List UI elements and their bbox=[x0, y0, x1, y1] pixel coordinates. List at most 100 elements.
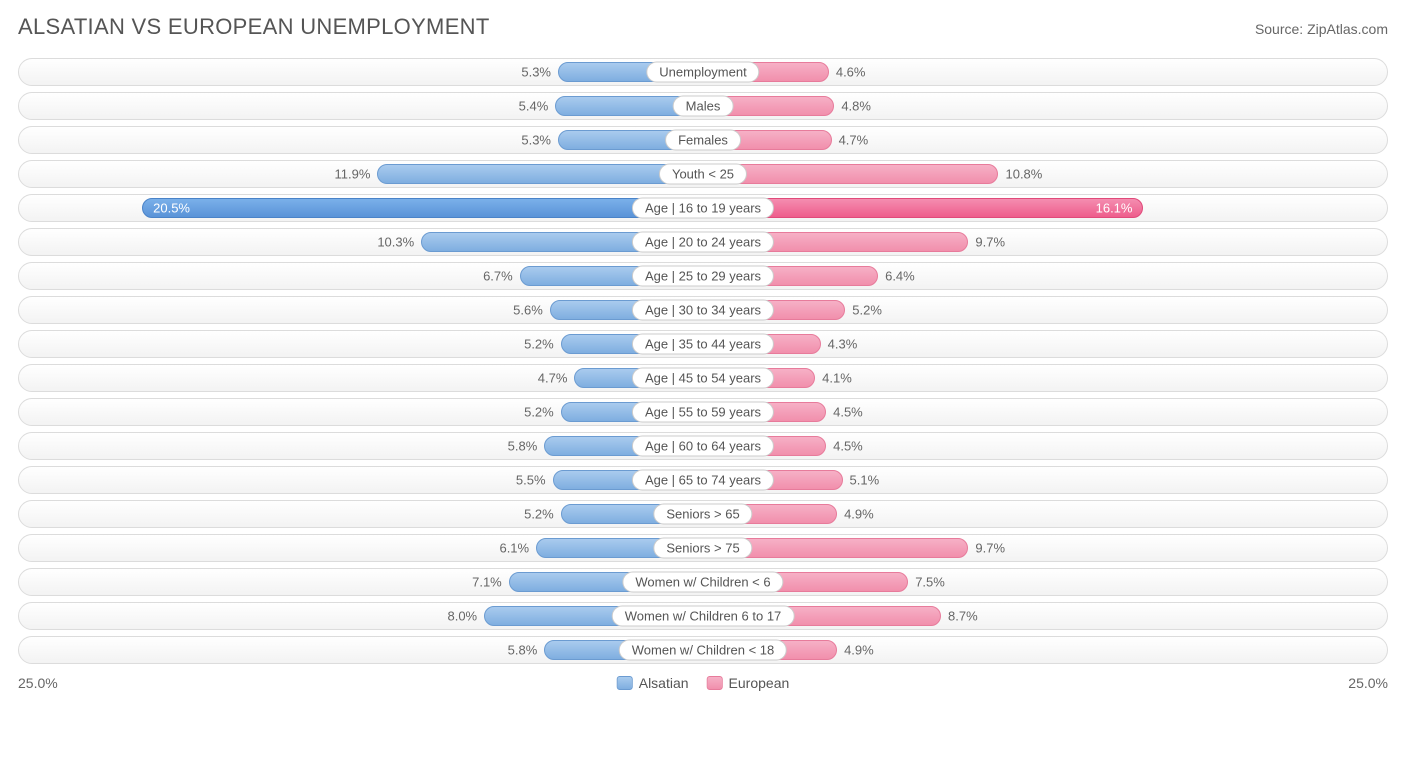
bar-container-left: 5.5% bbox=[19, 470, 703, 490]
category-label: Seniors > 75 bbox=[653, 538, 752, 559]
chart-row: 5.2% 4.9% Seniors > 65 bbox=[18, 500, 1388, 528]
bar-container-left: 5.8% bbox=[19, 640, 703, 660]
chart-row: 5.2% 4.5% Age | 55 to 59 years bbox=[18, 398, 1388, 426]
bar-container-right: 9.7% bbox=[703, 232, 1387, 252]
bar-alsatian: 11.9% bbox=[377, 164, 703, 184]
bar-container-left: 5.4% bbox=[19, 96, 703, 116]
bar-container-left: 6.1% bbox=[19, 538, 703, 558]
bar-container-left: 5.2% bbox=[19, 334, 703, 354]
category-label: Age | 16 to 19 years bbox=[632, 198, 774, 219]
value-label-left: 11.9% bbox=[335, 167, 371, 182]
value-label-right: 4.9% bbox=[844, 643, 874, 658]
bar-container-right: 7.5% bbox=[703, 572, 1387, 592]
chart-footer: 25.0% Alsatian European 25.0% bbox=[18, 672, 1388, 694]
bar-container-left: 5.3% bbox=[19, 130, 703, 150]
chart-header: ALSATIAN VS EUROPEAN UNEMPLOYMENT Source… bbox=[18, 14, 1388, 40]
bar-container-left: 4.7% bbox=[19, 368, 703, 388]
swatch-blue bbox=[617, 676, 633, 690]
value-label-left: 4.7% bbox=[538, 371, 568, 386]
bar-alsatian: 20.5% bbox=[142, 198, 703, 218]
category-label: Age | 30 to 34 years bbox=[632, 300, 774, 321]
value-label-right: 5.2% bbox=[852, 303, 882, 318]
bar-container-left: 6.7% bbox=[19, 266, 703, 286]
chart-row: 11.9% 10.8% Youth < 25 bbox=[18, 160, 1388, 188]
category-label: Youth < 25 bbox=[659, 164, 747, 185]
value-label-left: 5.3% bbox=[521, 65, 551, 80]
legend-item-european: European bbox=[707, 675, 790, 691]
chart-row: 5.3%4.7%Females bbox=[18, 126, 1388, 154]
chart-row: 4.7% 4.1% Age | 45 to 54 years bbox=[18, 364, 1388, 392]
bar-container-right: 4.3% bbox=[703, 334, 1387, 354]
category-label: Women w/ Children < 18 bbox=[619, 640, 787, 661]
bar-container-right: 4.5% bbox=[703, 402, 1387, 422]
chart-row: 20.5% 16.1% Age | 16 to 19 years bbox=[18, 194, 1388, 222]
category-label: Women w/ Children 6 to 17 bbox=[612, 606, 795, 627]
chart-row: 7.1% 7.5% Women w/ Children < 6 bbox=[18, 568, 1388, 596]
bar-container-left: 20.5% bbox=[19, 198, 703, 218]
value-label-left: 5.2% bbox=[524, 405, 554, 420]
value-label-right: 4.3% bbox=[828, 337, 858, 352]
category-label: Age | 45 to 54 years bbox=[632, 368, 774, 389]
bar-container-right: 4.6% bbox=[703, 62, 1387, 82]
value-label-left: 5.6% bbox=[513, 303, 543, 318]
bar-container-left: 5.8% bbox=[19, 436, 703, 456]
bar-container-right: 4.7% bbox=[703, 130, 1387, 150]
category-label: Women w/ Children < 6 bbox=[622, 572, 783, 593]
chart-legend: Alsatian European bbox=[617, 675, 790, 691]
chart-row: 5.8%4.5%Age | 60 to 64 years bbox=[18, 432, 1388, 460]
axis-max-left: 25.0% bbox=[18, 675, 58, 691]
chart-row: 6.7% 6.4% Age | 25 to 29 years bbox=[18, 262, 1388, 290]
bar-container-right: 4.1% bbox=[703, 368, 1387, 388]
value-label-right: 4.9% bbox=[844, 507, 874, 522]
value-label-right: 16.1% bbox=[1096, 201, 1133, 216]
value-label-right: 4.5% bbox=[833, 405, 863, 420]
bar-container-left: 8.0% bbox=[19, 606, 703, 626]
value-label-right: 5.1% bbox=[850, 473, 880, 488]
value-label-right: 4.6% bbox=[836, 65, 866, 80]
legend-label-left: Alsatian bbox=[639, 675, 689, 691]
value-label-left: 5.4% bbox=[519, 99, 549, 114]
bar-container-left: 5.6% bbox=[19, 300, 703, 320]
value-label-right: 8.7% bbox=[948, 609, 978, 624]
bar-container-left: 5.3% bbox=[19, 62, 703, 82]
category-label: Age | 55 to 59 years bbox=[632, 402, 774, 423]
value-label-left: 5.8% bbox=[508, 439, 538, 454]
bar-container-right: 8.7% bbox=[703, 606, 1387, 626]
bar-container-left: 11.9% bbox=[19, 164, 703, 184]
value-label-left: 6.7% bbox=[483, 269, 513, 284]
category-label: Males bbox=[673, 96, 734, 117]
value-label-right: 4.1% bbox=[822, 371, 852, 386]
bar-container-left: 5.2% bbox=[19, 504, 703, 524]
value-label-right: 9.7% bbox=[975, 235, 1005, 250]
value-label-left: 7.1% bbox=[472, 575, 502, 590]
chart-row: 5.6% 5.2% Age | 30 to 34 years bbox=[18, 296, 1388, 324]
chart-row: 10.3%9.7%Age | 20 to 24 years bbox=[18, 228, 1388, 256]
category-label: Unemployment bbox=[646, 62, 759, 83]
value-label-right: 7.5% bbox=[915, 575, 945, 590]
category-label: Age | 25 to 29 years bbox=[632, 266, 774, 287]
value-label-right: 6.4% bbox=[885, 269, 915, 284]
category-label: Age | 60 to 64 years bbox=[632, 436, 774, 457]
chart-row: 5.3% 4.6% Unemployment bbox=[18, 58, 1388, 86]
category-label: Seniors > 65 bbox=[653, 504, 752, 525]
value-label-left: 5.2% bbox=[524, 337, 554, 352]
bar-container-left: 5.2% bbox=[19, 402, 703, 422]
bar-container-left: 7.1% bbox=[19, 572, 703, 592]
chart-row: 5.5% 5.1% Age | 65 to 74 years bbox=[18, 466, 1388, 494]
bar-container-right: 5.1% bbox=[703, 470, 1387, 490]
value-label-left: 8.0% bbox=[447, 609, 477, 624]
chart-row: 5.8% 4.9% Women w/ Children < 18 bbox=[18, 636, 1388, 664]
category-label: Age | 35 to 44 years bbox=[632, 334, 774, 355]
value-label-right: 10.8% bbox=[1005, 167, 1042, 182]
bar-container-right: 16.1% bbox=[703, 198, 1387, 218]
axis-max-right: 25.0% bbox=[1348, 675, 1388, 691]
category-label: Age | 65 to 74 years bbox=[632, 470, 774, 491]
value-label-right: 4.7% bbox=[839, 133, 869, 148]
legend-item-alsatian: Alsatian bbox=[617, 675, 689, 691]
bar-container-right: 4.9% bbox=[703, 504, 1387, 524]
chart-rows: 5.3%4.6%Unemployment5.4%4.8%Males5.3%4.7… bbox=[18, 58, 1388, 664]
bar-container-right: 10.8% bbox=[703, 164, 1387, 184]
bar-container-right: 9.7% bbox=[703, 538, 1387, 558]
bar-container-right: 5.2% bbox=[703, 300, 1387, 320]
bar-container-right: 4.9% bbox=[703, 640, 1387, 660]
